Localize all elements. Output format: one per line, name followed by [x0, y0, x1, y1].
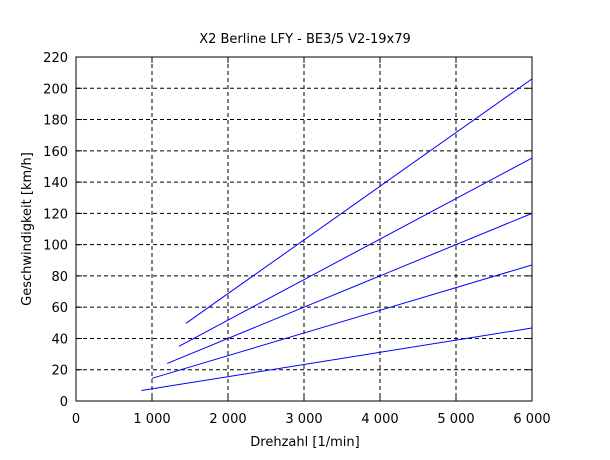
data-line	[141, 327, 533, 392]
y-tick-label: 220	[43, 51, 68, 66]
y-tick-label: 80	[51, 270, 68, 285]
x-tick-label: 3 000	[285, 412, 322, 427]
x-tick-label: 0	[72, 412, 80, 427]
data-line	[151, 264, 533, 379]
y-tick-label: 0	[60, 395, 68, 410]
y-tick-label: 60	[51, 301, 68, 316]
x-tick-label: 4 000	[361, 412, 398, 427]
x-tick-label: 5 000	[437, 412, 474, 427]
y-tick-label: 200	[43, 82, 68, 97]
y-tick-label: 20	[51, 364, 68, 379]
x-axis-label: Drehzahl [1/min]	[250, 435, 359, 450]
y-tick-label: 140	[43, 176, 68, 191]
plot-frame	[75, 56, 533, 402]
x-tick-label: 1 000	[133, 412, 170, 427]
data-line	[167, 212, 533, 364]
x-tick-label: 2 000	[209, 412, 246, 427]
y-tick-label: 160	[43, 145, 68, 160]
x-tick-label: 6 000	[513, 412, 550, 427]
data-line	[185, 78, 533, 324]
y-tick-label: 40	[51, 332, 68, 347]
y-tick-label: 100	[43, 239, 68, 254]
chart-title: X2 Berline LFY - BE3/5 V2-19x79	[199, 32, 411, 47]
data-line	[178, 157, 533, 347]
y-axis-label: Geschwindigkeit [km/h]	[20, 152, 35, 306]
y-tick-label: 180	[43, 114, 68, 129]
y-tick-label: 120	[43, 207, 68, 222]
